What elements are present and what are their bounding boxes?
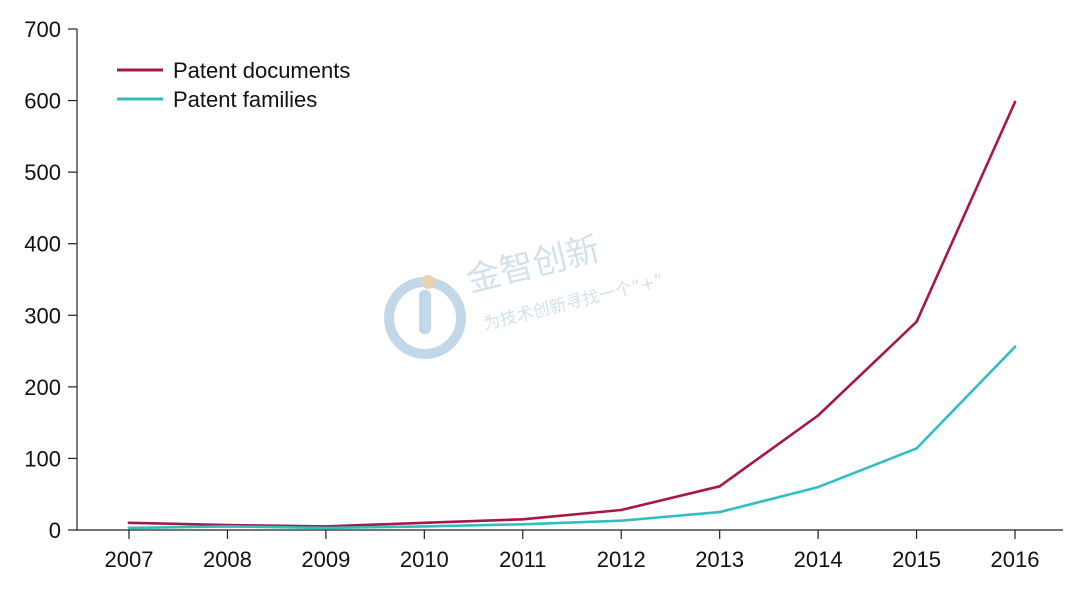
x-tick-label: 2014 [794, 547, 843, 572]
series-line-patent-families [127, 345, 1017, 530]
x-tick-label: 2013 [695, 547, 744, 572]
y-tick-label: 700 [24, 17, 61, 42]
legend-label-patent-families: Patent families [173, 87, 317, 112]
y-axis: 0 100 200 300 400 500 600 700 [24, 17, 78, 543]
data-point-patent-documents [915, 320, 918, 324]
y-tick-label: 0 [49, 518, 61, 543]
data-point-patent-documents [816, 414, 820, 417]
x-tick-label: 2012 [597, 547, 646, 572]
data-point-patent-documents [619, 508, 623, 512]
data-point-patent-families [619, 519, 623, 522]
x-tick-label: 2010 [400, 547, 449, 572]
series-line-patent-documents [127, 100, 1017, 528]
data-point-patent-families [816, 485, 820, 489]
data-point-patent-families [226, 525, 229, 528]
watermark-logo-icon [384, 275, 466, 359]
data-point-patent-families [915, 447, 918, 450]
data-point-patent-families [718, 510, 721, 514]
data-point-patent-documents [521, 517, 525, 521]
x-tick-label: 2009 [301, 547, 350, 572]
plot-area [127, 100, 1017, 530]
legend-label-patent-documents: Patent documents [173, 58, 350, 83]
y-tick-label: 300 [24, 303, 61, 328]
x-tick-label: 2008 [203, 547, 252, 572]
y-tick-label: 200 [24, 375, 61, 400]
x-tick-label: 2016 [991, 547, 1040, 572]
y-tick-label: 400 [24, 232, 61, 257]
data-point-patent-documents [127, 521, 131, 525]
data-point-patent-documents [423, 521, 426, 525]
watermark: 金智创新 为技术创新寻找一个“+” [384, 229, 666, 359]
data-point-patent-families [324, 526, 328, 530]
x-tick-label: 2015 [892, 547, 941, 572]
data-point-patent-families [521, 522, 525, 526]
x-tick-label: 2011 [499, 547, 546, 572]
y-tick-label: 600 [24, 89, 61, 114]
data-point-patent-families [1013, 345, 1017, 349]
legend: Patent documents Patent families [117, 58, 350, 112]
data-point-patent-documents [718, 485, 721, 488]
y-tick-label: 500 [24, 160, 61, 185]
y-tick-label: 100 [24, 446, 61, 471]
x-tick-label: 2007 [105, 547, 154, 572]
data-point-patent-families [127, 526, 131, 530]
data-point-patent-documents [1013, 100, 1017, 104]
x-axis: 2007 2008 2009 2010 2011 2012 2013 2014 2015 2016 [77, 529, 1063, 572]
data-point-patent-families [423, 525, 426, 528]
